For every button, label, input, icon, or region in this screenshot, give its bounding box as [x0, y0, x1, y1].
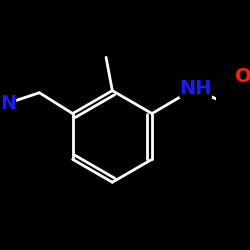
Text: N: N	[0, 94, 16, 113]
Text: NH: NH	[180, 79, 212, 98]
Text: O: O	[235, 66, 250, 86]
